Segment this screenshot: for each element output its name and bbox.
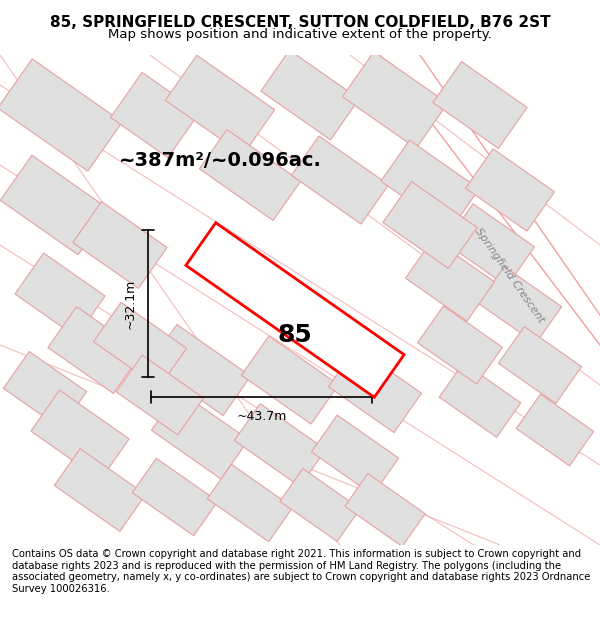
Polygon shape [311, 415, 398, 495]
Polygon shape [199, 129, 301, 221]
Polygon shape [151, 391, 248, 479]
Text: 85: 85 [278, 323, 313, 347]
Polygon shape [406, 239, 494, 321]
Text: Contains OS data © Crown copyright and database right 2021. This information is : Contains OS data © Crown copyright and d… [12, 549, 590, 594]
Polygon shape [94, 302, 187, 388]
Polygon shape [241, 336, 338, 424]
Polygon shape [235, 404, 326, 486]
Polygon shape [292, 136, 389, 224]
Polygon shape [132, 458, 218, 536]
Polygon shape [4, 351, 86, 429]
Polygon shape [418, 306, 502, 384]
Polygon shape [381, 140, 479, 230]
Polygon shape [433, 62, 527, 148]
Polygon shape [207, 464, 293, 542]
Polygon shape [466, 149, 554, 231]
Polygon shape [261, 50, 359, 140]
Polygon shape [328, 348, 422, 432]
Polygon shape [48, 307, 142, 393]
Polygon shape [31, 390, 129, 480]
Polygon shape [186, 222, 404, 398]
Polygon shape [110, 72, 199, 158]
Polygon shape [116, 355, 203, 435]
Text: ~43.7m: ~43.7m [236, 411, 287, 424]
Polygon shape [517, 394, 593, 466]
Polygon shape [149, 324, 251, 416]
Polygon shape [1, 155, 110, 255]
Polygon shape [15, 253, 105, 337]
Text: ~32.1m: ~32.1m [124, 278, 137, 329]
Polygon shape [478, 266, 562, 344]
Polygon shape [166, 55, 275, 155]
Polygon shape [345, 474, 425, 546]
Polygon shape [446, 204, 535, 286]
Text: Springfield Crescent: Springfield Crescent [473, 226, 547, 324]
Polygon shape [73, 202, 167, 288]
Text: ~387m²/~0.096ac.: ~387m²/~0.096ac. [119, 151, 322, 169]
Text: Map shows position and indicative extent of the property.: Map shows position and indicative extent… [108, 28, 492, 41]
Text: 85, SPRINGFIELD CRESCENT, SUTTON COLDFIELD, B76 2ST: 85, SPRINGFIELD CRESCENT, SUTTON COLDFIE… [50, 16, 550, 31]
Polygon shape [0, 59, 122, 171]
Polygon shape [280, 469, 360, 541]
Polygon shape [383, 182, 477, 268]
Polygon shape [499, 326, 581, 404]
Polygon shape [439, 362, 521, 438]
Polygon shape [55, 449, 146, 531]
Polygon shape [343, 52, 448, 148]
